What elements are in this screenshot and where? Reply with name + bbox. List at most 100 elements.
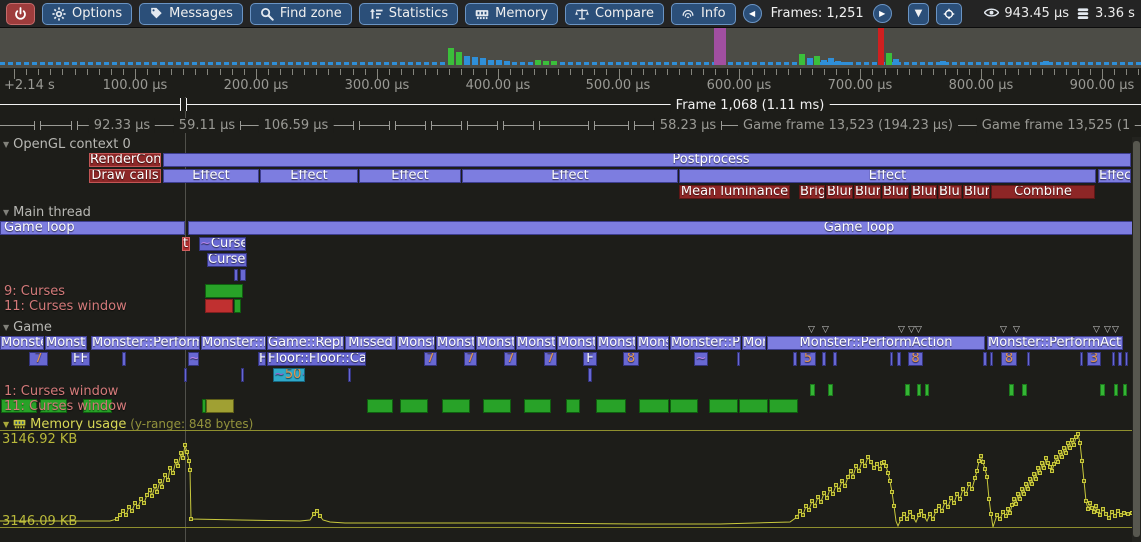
frame-bar[interactable] — [821, 60, 827, 65]
zone[interactable]: Monste — [0, 336, 44, 350]
zone[interactable] — [184, 368, 187, 382]
find-zone-button[interactable]: Find zone — [249, 2, 352, 25]
next-frame-button[interactable]: ▶ — [872, 4, 892, 23]
frame-bar[interactable] — [835, 61, 841, 65]
frame-bar[interactable] — [480, 58, 486, 65]
zone[interactable]: 7 — [29, 352, 48, 366]
frame-bar[interactable] — [464, 56, 470, 65]
zone[interactable]: Mean luminance — [679, 185, 790, 199]
scrollbar-thumb[interactable] — [1133, 141, 1140, 537]
lock-bar[interactable] — [917, 384, 921, 396]
frame-set-dropdown-button[interactable]: ▼ — [907, 2, 930, 25]
subframe-label[interactable]: 92.33 µs — [88, 118, 156, 133]
zone[interactable]: 8 — [623, 352, 639, 366]
frame-ruler-label[interactable]: Frame 1,068 (1.11 ms) — [670, 98, 830, 113]
info-button[interactable]: Info — [671, 2, 736, 25]
frame-bar[interactable] — [472, 57, 478, 65]
zone[interactable] — [1027, 352, 1030, 366]
frame-bar[interactable] — [799, 54, 805, 65]
frame-bar[interactable] — [456, 52, 462, 65]
lock-bar[interactable] — [524, 399, 551, 413]
zone[interactable]: Effect — [260, 169, 358, 183]
zone[interactable]: FF — [71, 352, 90, 366]
lock-bar[interactable] — [1114, 384, 1118, 396]
zone[interactable]: Missed — [345, 336, 396, 350]
zone[interactable] — [241, 368, 244, 382]
zone[interactable]: ~ — [188, 352, 199, 366]
zone[interactable]: Monste — [45, 336, 87, 350]
zone[interactable]: ~50~ — [273, 368, 305, 382]
zone[interactable]: 8 — [1001, 352, 1017, 366]
subframe-boundary[interactable] — [533, 121, 540, 130]
lock-bar[interactable] — [1009, 384, 1014, 396]
lock-bar[interactable] — [596, 399, 626, 413]
lock-bar[interactable] — [925, 384, 929, 396]
frame-bar[interactable] — [814, 56, 820, 65]
subframe-boundary[interactable] — [71, 121, 78, 130]
zone[interactable]: Monste — [557, 336, 596, 350]
zone[interactable]: Blur — [911, 185, 937, 199]
frame-bar[interactable] — [504, 61, 510, 65]
zone[interactable]: Blur — [963, 185, 990, 199]
zone[interactable]: Mons — [742, 336, 766, 350]
zone[interactable] — [983, 352, 987, 366]
zone[interactable]: Monst — [436, 336, 475, 350]
subframe-label[interactable]: 58.23 µs — [654, 118, 722, 133]
subframe-boundary[interactable] — [461, 121, 468, 130]
lock-bar[interactable] — [40, 399, 67, 413]
subframe-label[interactable]: Game frame 13,523 (194.23 µs) — [738, 118, 958, 133]
zone[interactable]: ~Curses — [199, 237, 246, 251]
message-marker-icon[interactable]: ▽ — [1093, 325, 1100, 335]
zone[interactable] — [588, 368, 592, 382]
zone[interactable]: 8 — [908, 352, 923, 366]
zone[interactable]: Floor::Floor::Calc — [267, 352, 366, 366]
zone[interactable]: Effect — [462, 169, 678, 183]
lock-bar[interactable] — [1100, 384, 1105, 396]
lock-bar[interactable] — [205, 284, 243, 298]
lock-bar[interactable] — [810, 384, 815, 396]
zone[interactable] — [1118, 352, 1122, 366]
zone[interactable] — [122, 352, 126, 366]
subframe-boundary[interactable] — [628, 121, 635, 130]
zone[interactable]: Blur — [882, 185, 909, 199]
frame-time-graph[interactable] — [0, 28, 1141, 68]
subframe-boundary[interactable] — [389, 121, 396, 130]
frame-bar[interactable] — [551, 61, 557, 65]
zone[interactable]: 3 — [1087, 352, 1101, 366]
zone[interactable]: Curses — [207, 253, 247, 267]
zone[interactable]: Game::Replay — [267, 336, 344, 350]
subframe-boundary[interactable] — [34, 121, 41, 130]
zone[interactable]: Game loop — [0, 221, 185, 235]
zone[interactable]: Monste — [597, 336, 636, 350]
zone[interactable]: Effect — [163, 169, 259, 183]
lock-bar[interactable] — [1022, 384, 1027, 396]
frame-bar[interactable] — [893, 59, 899, 65]
frame-bar[interactable] — [842, 62, 848, 65]
zone[interactable] — [348, 368, 351, 382]
lock-bar[interactable] — [566, 399, 580, 413]
zone[interactable]: ~ — [694, 352, 708, 366]
zone[interactable]: Monster::PerformActi — [987, 336, 1123, 350]
zone[interactable]: F — [258, 352, 266, 366]
zone[interactable]: ti — [182, 237, 190, 251]
power-button[interactable] — [6, 2, 35, 25]
lock-bar[interactable] — [202, 399, 206, 413]
message-marker-icon[interactable]: ▽ — [898, 325, 905, 335]
frame-bar[interactable] — [543, 61, 549, 65]
zone[interactable]: Mons — [637, 336, 669, 350]
lock-bar[interactable] — [709, 399, 738, 413]
zone[interactable]: Blur — [826, 185, 853, 199]
lock-bar[interactable] — [83, 399, 112, 413]
section-header-memory-usage[interactable]: ▼ Memory usage (y-range: 848 bytes) — [3, 417, 253, 432]
zone[interactable]: Monst — [516, 336, 556, 350]
frame-bar[interactable] — [828, 58, 834, 65]
zone[interactable]: RenderCont — [89, 153, 161, 167]
section-header-game[interactable]: ▼ Game — [3, 320, 52, 335]
zone[interactable]: Brigh — [799, 185, 825, 199]
statistics-button[interactable]: Statistics — [358, 2, 459, 25]
lock-bar[interactable] — [905, 384, 910, 396]
message-marker-icon[interactable]: ▽ — [1104, 325, 1111, 335]
subframe-label[interactable]: 59.11 µs — [173, 118, 241, 133]
timeline-area[interactable]: +2.14 s 100.00 µs 200.00 µs 300.00 µs 400.00… — [0, 68, 1141, 542]
message-marker-icon[interactable]: ▽ — [808, 325, 815, 335]
